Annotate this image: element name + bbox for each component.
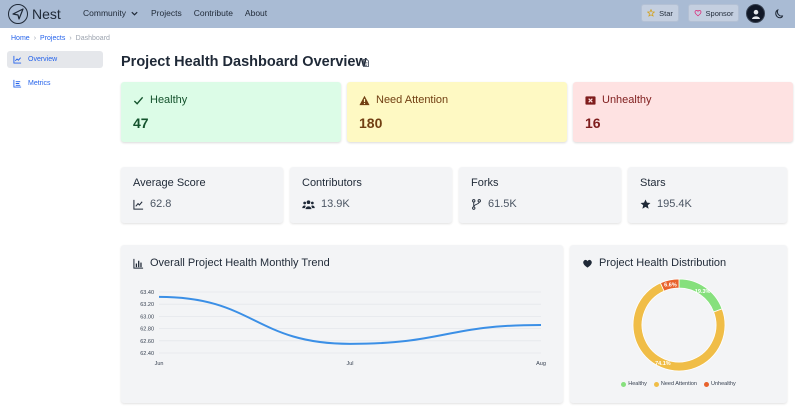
average-score-card: Average Score 62.8 <box>121 167 283 223</box>
breadcrumb-separator-icon: › <box>69 35 72 42</box>
y-tick-label: 63.00 <box>140 314 154 320</box>
star-button[interactable]: Star <box>641 4 679 22</box>
main-nav: Community Projects Contribute About <box>83 8 279 18</box>
donut-slice-healthy[interactable] <box>678 278 723 313</box>
forks-label: Forks <box>471 177 499 189</box>
moon-icon[interactable] <box>774 7 786 19</box>
nav-community[interactable]: Community <box>83 8 139 18</box>
breadcrumb: Home › Projects › Dashboard <box>11 35 110 42</box>
heart-icon <box>583 259 592 268</box>
x-tick-label: Jul <box>346 361 353 367</box>
legend-label-need-attention: Need Attention <box>660 381 697 387</box>
need-attention-value: 180 <box>359 115 383 131</box>
chart-line-icon <box>13 55 22 64</box>
breadcrumb-separator-icon: › <box>33 35 37 42</box>
forks-value: 61.5K <box>488 198 517 210</box>
unhealthy-card: Unhealthy 16 <box>573 82 793 142</box>
warning-icon <box>359 95 370 105</box>
y-tick-label: 62.60 <box>140 339 154 345</box>
stars-label: Stars <box>640 177 666 189</box>
page-title: Project Health Dashboard Overview <box>121 54 367 70</box>
need-attention-label: Need Attention <box>376 94 449 106</box>
donut-legend: Healthy Need Attention Unhealthy <box>570 381 787 387</box>
legend-dot-need-attention <box>653 381 659 387</box>
y-tick-label: 62.40 <box>140 351 154 357</box>
sidebar-item-overview[interactable]: Overview <box>7 51 103 68</box>
stars-value: 195.4K <box>657 198 692 210</box>
sidebar-item-metrics[interactable]: Metrics <box>7 75 103 92</box>
legend-label-healthy: Healthy <box>628 381 647 387</box>
nav-about[interactable]: About <box>244 8 268 18</box>
y-tick-label: 63.20 <box>140 302 154 308</box>
legend-dot-healthy <box>621 381 627 387</box>
sidebar-item-label: Overview <box>28 56 58 63</box>
x-tick-label: Aug <box>536 361 546 367</box>
x-square-icon <box>585 95 596 105</box>
legend-item-need-attention[interactable]: Need Attention <box>653 381 697 387</box>
health-distribution-card: Project Health Distribution 19.3% 74.1% 6.… <box>570 245 787 403</box>
unhealthy-label: Unhealthy <box>602 94 652 106</box>
legend-item-healthy[interactable]: Healthy <box>621 381 647 387</box>
list-icon <box>13 79 22 88</box>
donut-data-label: 19.3% <box>695 289 711 295</box>
sponsor-button-label: Sponsor <box>705 8 734 18</box>
top-navbar: Nest Community Projects Contribute About… <box>0 0 795 28</box>
x-tick-label: Jun <box>155 361 164 367</box>
y-tick-label: 63.40 <box>140 290 154 296</box>
distribution-chart-title: Project Health Distribution <box>599 257 727 269</box>
unhealthy-value: 16 <box>585 115 601 131</box>
average-score-label: Average Score <box>133 177 206 189</box>
contributors-label: Contributors <box>302 177 362 189</box>
legend-item-unhealthy[interactable]: Unhealthy <box>703 381 736 387</box>
avatar-image-icon <box>751 9 760 19</box>
check-icon <box>133 96 144 105</box>
contributors-card: Contributors 13.9K <box>290 167 452 223</box>
need-attention-card: Need Attention 180 <box>347 82 567 142</box>
donut-slice-unhealthy[interactable] <box>659 278 680 292</box>
trend-icon <box>133 199 144 210</box>
heart-outline-icon <box>694 10 701 17</box>
fork-icon <box>472 198 481 210</box>
average-score-value: 62.8 <box>150 198 172 210</box>
trend-series-line <box>158 295 542 345</box>
healthy-label: Healthy <box>150 94 188 106</box>
contributors-value: 13.9K <box>321 198 350 210</box>
bar-chart-icon <box>133 258 144 269</box>
star-button-label: Star <box>659 8 673 18</box>
chevron-down-icon <box>131 11 138 16</box>
healthy-card: Healthy 47 <box>121 82 341 142</box>
legend-label-unhealthy: Unhealthy <box>710 381 736 387</box>
trend-chart-title: Overall Project Health Monthly Trend <box>150 257 330 269</box>
breadcrumb-home[interactable]: Home <box>11 35 30 42</box>
nav-projects[interactable]: Projects <box>150 8 182 18</box>
healthy-value: 47 <box>133 115 149 131</box>
star-icon <box>640 198 651 209</box>
breadcrumb-dashboard: Dashboard <box>75 35 110 42</box>
app-name[interactable]: Nest <box>32 6 61 22</box>
y-tick-label: 62.80 <box>140 327 154 333</box>
monthly-trend-card: Overall Project Health Monthly Trend 63.… <box>121 245 563 403</box>
donut-data-label: 6.6% <box>664 282 677 288</box>
health-donut-chart: 19.3% 74.1% 6.6% <box>632 278 726 372</box>
star-outline-icon <box>647 9 656 17</box>
nav-community-label: Community <box>83 8 126 18</box>
stars-card: Stars 195.4K <box>628 167 787 223</box>
breadcrumb-projects[interactable]: Projects <box>40 35 66 42</box>
forks-card: Forks 61.5K <box>459 167 621 223</box>
file-icon[interactable] <box>363 59 369 67</box>
legend-dot-unhealthy <box>703 381 709 387</box>
nav-contribute[interactable]: Contribute <box>193 8 233 18</box>
sponsor-button[interactable]: Sponsor <box>688 4 739 22</box>
nest-logo-icon[interactable] <box>8 4 28 24</box>
user-avatar[interactable] <box>746 4 765 23</box>
users-icon <box>302 199 315 209</box>
donut-data-label: 74.1% <box>655 361 671 367</box>
sidebar-item-label: Metrics <box>28 80 51 87</box>
